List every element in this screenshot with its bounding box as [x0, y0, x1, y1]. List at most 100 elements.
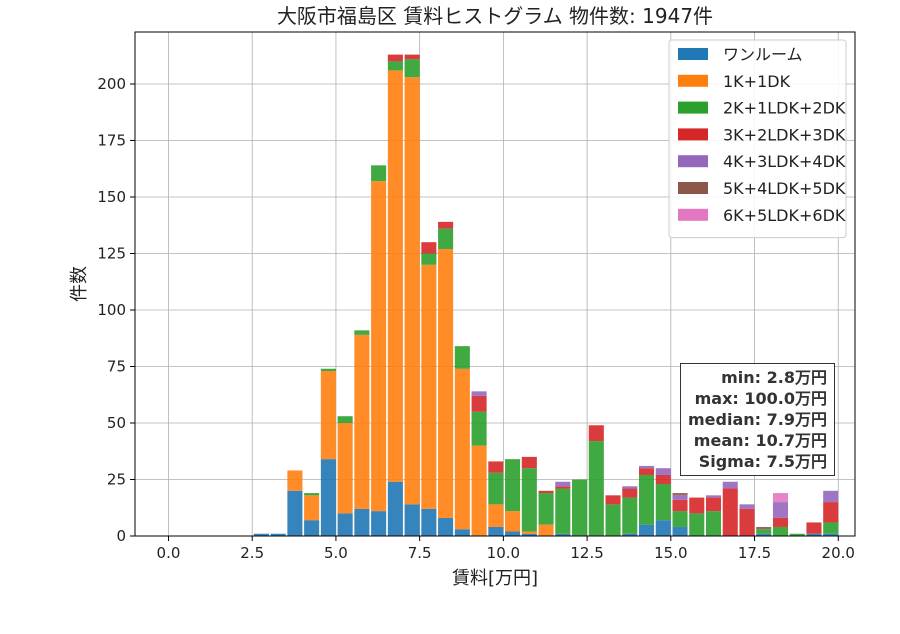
histogram-bar [605, 504, 621, 536]
histogram-bar [521, 531, 537, 534]
histogram-bar [622, 497, 638, 534]
histogram-bar [387, 61, 403, 71]
histogram-bar [622, 533, 638, 536]
x-tick-label: 15.0 [654, 544, 687, 562]
histogram-bar [320, 459, 336, 536]
histogram-bar [672, 511, 688, 527]
histogram-bar [404, 54, 420, 60]
histogram-bar [672, 499, 688, 512]
histogram-bar [639, 465, 655, 469]
histogram-bar [823, 533, 839, 536]
histogram-bar [387, 70, 403, 482]
histogram-bar [588, 441, 604, 536]
x-tick-label: 2.5 [240, 544, 264, 562]
plot-frame [134, 31, 856, 537]
histogram-bar [705, 495, 722, 498]
histogram-bar [672, 493, 688, 496]
histogram-bar [421, 253, 437, 265]
histogram-bar [471, 411, 487, 446]
histogram-bar [304, 493, 320, 496]
histogram-bar [354, 330, 370, 335]
histogram-bar [471, 395, 487, 412]
histogram-bar [555, 486, 571, 489]
histogram-bar [488, 461, 504, 473]
legend-label: 6K+5LDK+6DK [723, 206, 846, 225]
legend: ワンルーム 1K+1DK 2K+1LDK+2DK 3K+2LDK+3DK 4K+3LDK… [668, 39, 847, 239]
y-tick-label: 200 [97, 75, 126, 93]
histogram-bar [588, 425, 604, 442]
histogram-bar [806, 533, 822, 536]
histogram-bar [371, 181, 387, 512]
y-axis-ticks: 0 25 50 75 100 125 150 175 200 [97, 75, 135, 545]
histogram-bar [722, 488, 738, 536]
histogram-bar [823, 502, 839, 523]
histogram-bar [304, 495, 320, 521]
y-tick-label: 50 [107, 414, 126, 432]
stat-sigma: Sigma: 7.5万円 [698, 452, 827, 471]
y-tick-label: 100 [97, 301, 126, 319]
y-tick-label: 25 [107, 470, 126, 488]
histogram-bar [387, 481, 403, 536]
y-tick-label: 150 [97, 188, 126, 206]
histogram-bar [287, 470, 303, 491]
y-tick-label: 0 [116, 527, 126, 545]
x-tick-label: 5.0 [324, 544, 348, 562]
histogram-bar [387, 54, 403, 62]
legend-label: ワンルーム [723, 45, 803, 64]
histogram-bar [772, 526, 789, 536]
histogram-bar [823, 522, 839, 534]
histogram-bar [354, 334, 370, 509]
histogram-bar [672, 526, 688, 536]
histogram-bar [521, 468, 537, 532]
legend-swatch [678, 74, 708, 87]
histogram-bar [438, 248, 454, 518]
histogram-bar [756, 526, 772, 530]
histogram-bar [555, 481, 571, 487]
legend-label: 2K+1LDK+2DK [723, 99, 846, 118]
histogram-bar [521, 533, 537, 536]
histogram-bar [521, 456, 537, 469]
histogram-bar [655, 474, 671, 485]
histogram-bar [655, 468, 671, 475]
histogram-bar [404, 77, 420, 505]
histogram-bar [287, 490, 303, 536]
histogram-bar [404, 504, 420, 536]
legend-swatch [678, 128, 708, 141]
histogram-bar [538, 490, 554, 494]
stat-min: min: 2.8万円 [721, 368, 827, 387]
legend-swatch [678, 155, 708, 168]
histogram-bar [454, 368, 470, 530]
x-axis-ticks: 0.0 2.5 5.0 7.5 10.0 12.5 15.0 17.5 20.0 [157, 536, 855, 562]
histogram-bar [371, 511, 387, 536]
histogram-bar [823, 490, 839, 503]
stat-mean: mean: 10.7万円 [693, 431, 827, 450]
histogram-bar [655, 484, 671, 521]
chart-title: 大阪市福島区 賃料ヒストグラム 物件数: 1947件 [277, 4, 713, 28]
stats-box: min: 2.8万円 max: 100.0万円 median: 7.9万円 me… [680, 363, 835, 476]
histogram-bar [320, 368, 336, 372]
histogram-bar [488, 472, 504, 505]
histogram-bar [421, 508, 437, 536]
histogram-bar [672, 495, 688, 500]
histogram-bar [622, 488, 638, 498]
histogram-bar [705, 511, 722, 536]
histogram-bar [320, 371, 336, 460]
x-tick-label: 10.0 [487, 544, 520, 562]
histogram-bar [421, 264, 437, 509]
x-tick-label: 12.5 [570, 544, 603, 562]
legend-label: 1K+1DK [723, 72, 791, 91]
histogram-bar [304, 520, 320, 536]
y-tick-label: 75 [107, 357, 126, 375]
histogram-bar [689, 513, 705, 536]
histogram-bar [555, 488, 571, 534]
histogram-bar [572, 479, 588, 536]
x-tick-label: 7.5 [408, 544, 432, 562]
histogram-bar [505, 531, 521, 536]
histogram-bar [789, 533, 805, 536]
histogram-bar [337, 416, 353, 423]
histogram-bar [488, 526, 504, 536]
histogram-bar [756, 533, 772, 536]
x-tick-label: 17.5 [738, 544, 771, 562]
x-axis-label: 賃料[万円] [452, 568, 538, 589]
histogram-bar [538, 524, 554, 536]
